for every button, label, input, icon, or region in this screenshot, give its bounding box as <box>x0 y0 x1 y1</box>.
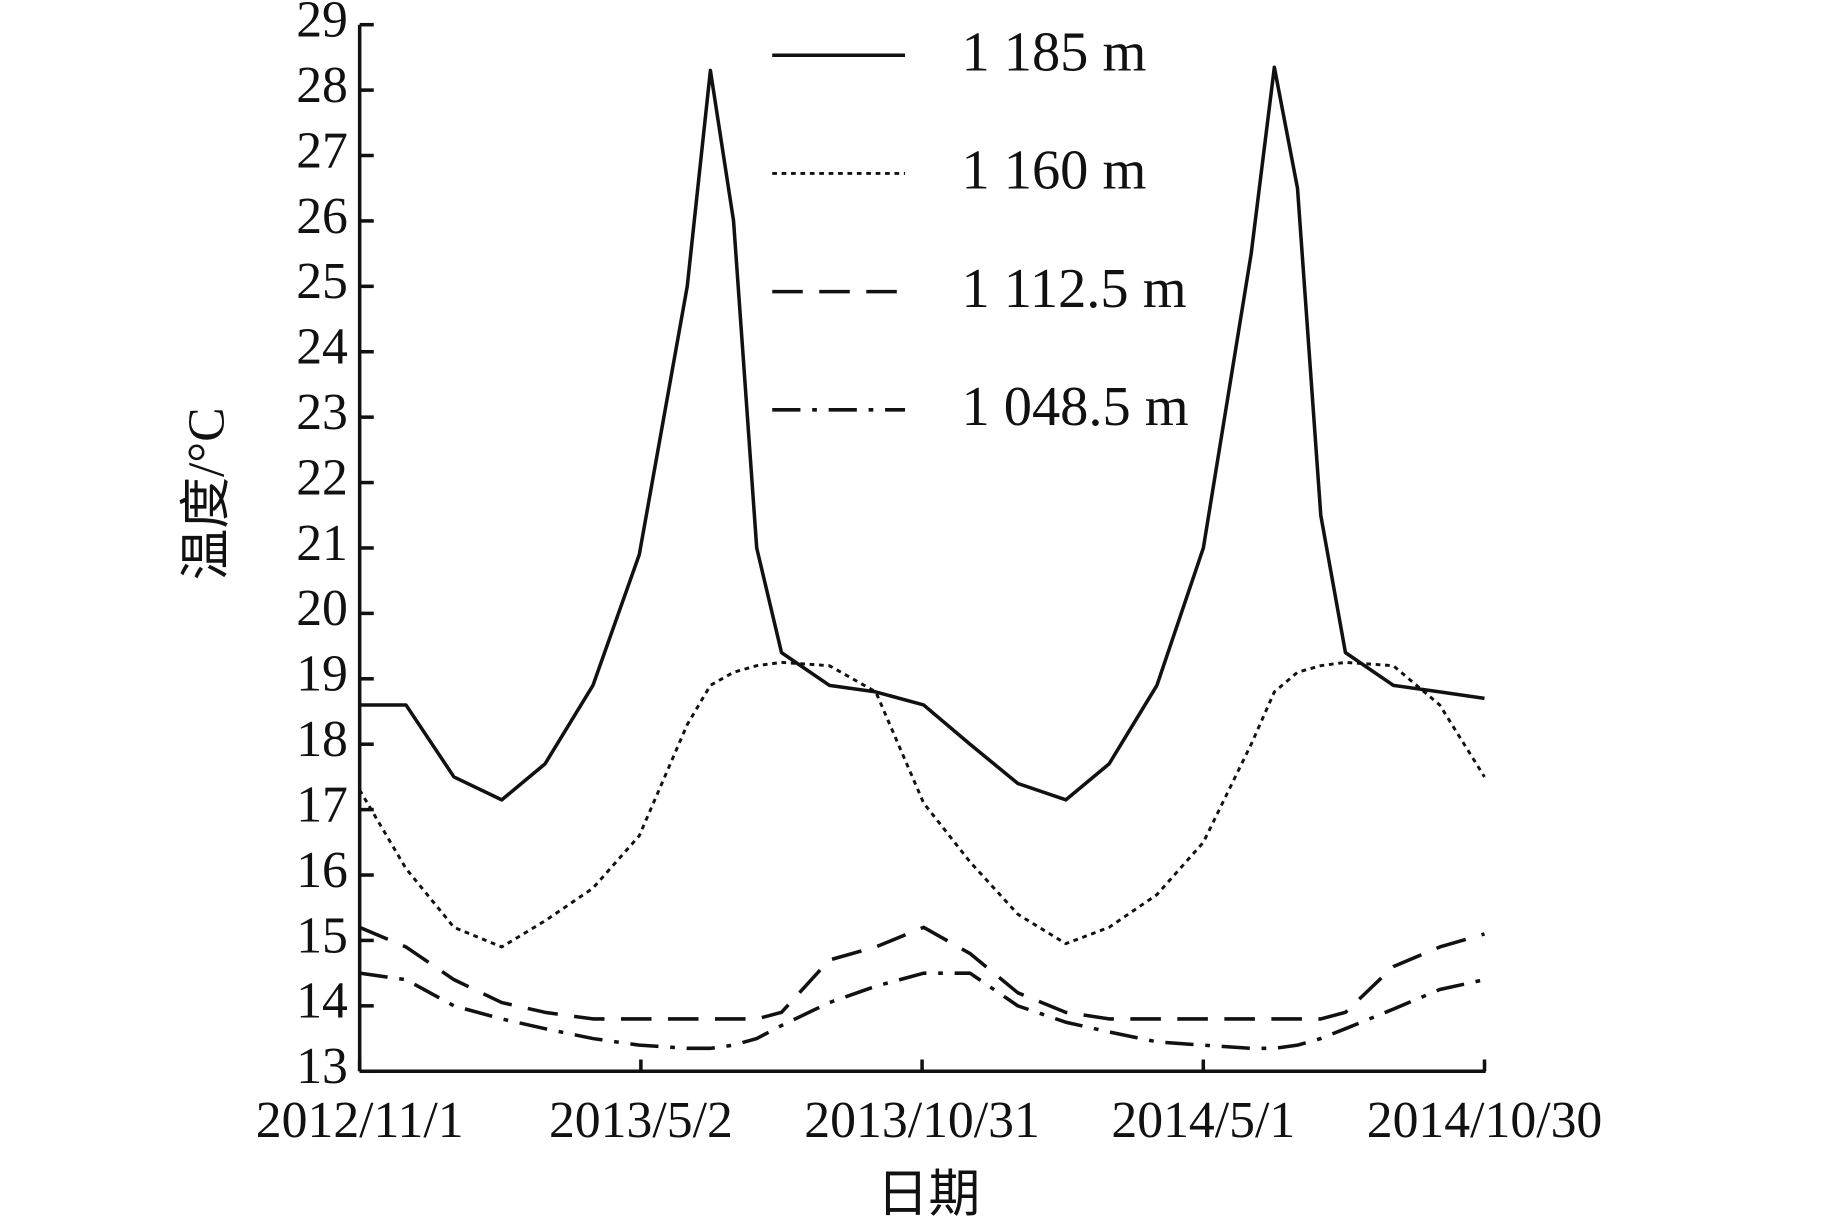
series-line <box>359 971 1485 1051</box>
y-tick-label: 22 <box>296 449 348 506</box>
x-tick-label: 2012/11/1 <box>256 1092 464 1149</box>
y-tick-label: 27 <box>296 122 348 179</box>
x-tick-label: 2014/5/1 <box>1111 1092 1295 1149</box>
series-line <box>358 660 1486 949</box>
y-tick-label: 29 <box>296 0 348 49</box>
y-tick-label: 19 <box>296 646 348 703</box>
y-tick-label: 13 <box>296 1038 348 1095</box>
y-tick-label: 23 <box>296 384 348 441</box>
y-tick-label: 15 <box>296 907 348 964</box>
y-tick-label: 25 <box>296 253 348 310</box>
legend-label: 1 185 m <box>961 22 1146 84</box>
y-tick-label: 16 <box>296 842 348 899</box>
y-tick-label: 18 <box>296 711 348 768</box>
x-tick-label: 2014/10/30 <box>1367 1092 1603 1149</box>
y-tick-label: 26 <box>296 188 348 245</box>
y-tick-label: 21 <box>296 515 348 572</box>
x-tick-label: 2013/10/31 <box>804 1092 1040 1149</box>
legend-label: 1 160 m <box>961 140 1146 202</box>
x-axis-title: 日期 <box>877 1166 980 1223</box>
y-tick-label: 28 <box>296 57 348 114</box>
legend-label: 1 048.5 m <box>961 376 1188 438</box>
x-tick-label: 2013/5/2 <box>549 1092 733 1149</box>
legend-label: 1 112.5 m <box>961 258 1186 320</box>
y-tick-label: 17 <box>296 776 348 833</box>
series-line <box>358 925 1486 1021</box>
y-tick-label: 24 <box>296 319 348 376</box>
y-tick-label: 20 <box>296 580 348 637</box>
y-axis-title: 温度/°C <box>178 407 235 580</box>
series-line <box>359 65 1485 802</box>
y-tick-label: 14 <box>296 973 348 1030</box>
